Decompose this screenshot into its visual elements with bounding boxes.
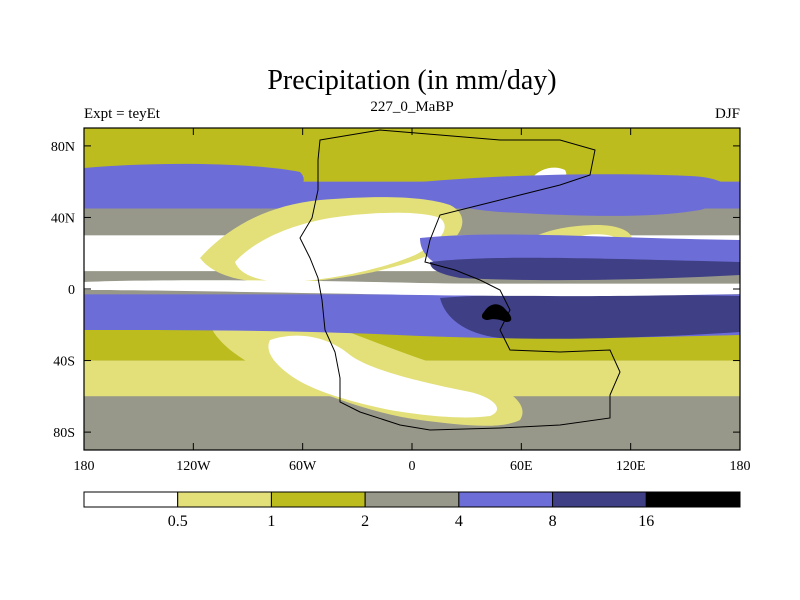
y-tick-label: 40S: [53, 355, 75, 370]
y-tick-label: 0: [68, 283, 75, 298]
wet-band-north-pacific: [84, 163, 304, 197]
season-label: DJF: [715, 106, 740, 122]
colorbar-box: [645, 491, 741, 508]
x-tick-label: 0: [409, 459, 416, 474]
continent-outline: [299, 129, 621, 431]
map-plot-area: [84, 128, 740, 450]
wet-band-south-deep: [440, 294, 740, 339]
colorbar-box: [364, 491, 460, 508]
wet-maximum-core: [481, 304, 512, 322]
colorbar-level-label: 1: [267, 513, 275, 530]
precip-blobs: [84, 163, 740, 426]
experiment-label: Expt = teyEt: [84, 106, 161, 122]
x-tick-label: 60W: [289, 459, 317, 474]
colorbar-level-label: 2: [361, 513, 369, 530]
x-tick-label: 120E: [616, 459, 646, 474]
colorbar-box: [552, 491, 647, 508]
colorbar-box: [458, 491, 554, 508]
x-tick-label: 120W: [176, 459, 211, 474]
chart-title: Precipitation (in mm/day): [267, 65, 556, 96]
x-tick-label: 60E: [510, 459, 533, 474]
colorbar: 0.5 1 2 4 8 16: [83, 491, 741, 530]
colorbar-level-label: 0.5: [168, 513, 188, 530]
y-tick-label: 80S: [53, 426, 75, 441]
y-tick-label: 40N: [51, 211, 75, 226]
y-tick-label: 80N: [51, 140, 75, 155]
x-tick-label: 180: [730, 459, 751, 474]
colorbar-level-label: 8: [549, 513, 557, 530]
white-dry-region-south-core: [268, 335, 498, 418]
colorbar-box: [177, 491, 272, 508]
colorbar-labels: 0.5 1 2 4 8 16: [168, 513, 655, 530]
white-dry-region-north-core: [235, 212, 445, 282]
colorbar-boxes: [83, 491, 741, 508]
x-tick-label: 180: [74, 459, 95, 474]
white-equatorial-band: [84, 280, 740, 297]
wet-band-equator-deep: [430, 257, 740, 281]
colorbar-level-label: 4: [455, 513, 463, 530]
colorbar-box: [270, 491, 366, 508]
time-period-label: 227_0_MaBP: [370, 99, 453, 115]
colorbar-box: [83, 491, 179, 508]
map-axes: 180 120W 60W 0 60E 120E 180 80N 40N 0 40S 80S: [51, 128, 751, 474]
wet-band-north-east: [420, 174, 729, 216]
colorbar-level-label: 16: [638, 513, 654, 530]
